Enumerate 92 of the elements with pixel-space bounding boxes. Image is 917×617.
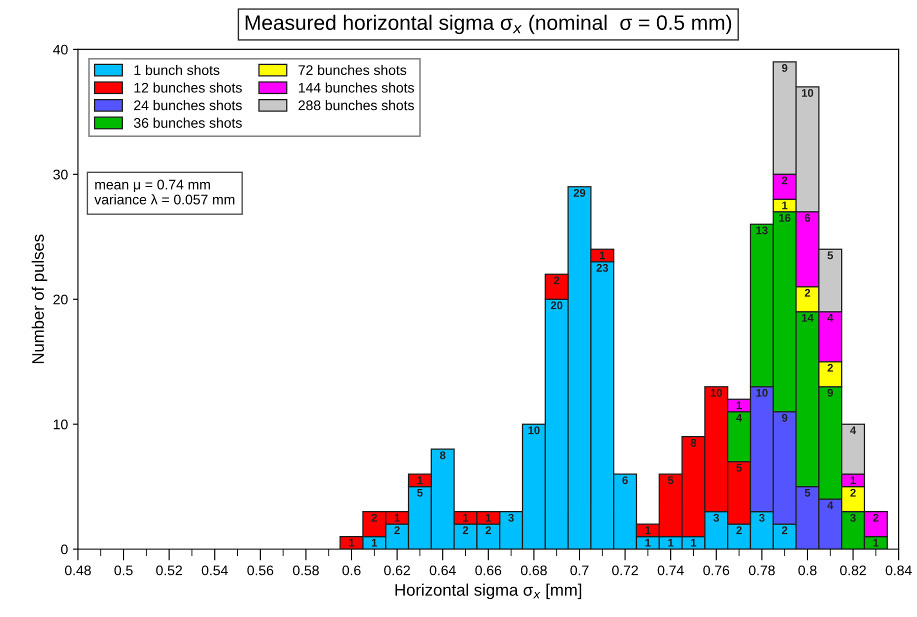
data-label: 4: [827, 314, 834, 322]
y-tick-label: 10: [54, 420, 68, 430]
data-label: 1: [600, 252, 606, 260]
data-label: 1: [645, 526, 651, 534]
data-label: 29: [574, 188, 586, 197]
x-tick-label: 0.68: [520, 565, 547, 576]
data-label: 1: [349, 538, 354, 547]
data-label: 1: [873, 538, 879, 547]
x-tick-label: 0.54: [202, 565, 228, 576]
data-label: 2: [736, 526, 742, 534]
data-label: 4: [736, 414, 742, 422]
data-label: 4: [850, 426, 856, 434]
data-label: 13: [756, 226, 768, 234]
data-label: 1: [645, 538, 651, 547]
data-label: 1: [486, 514, 492, 522]
legend-label: 144 bunches shots: [298, 82, 414, 93]
x-tick-label: 0.8: [798, 565, 817, 576]
data-label: 1: [782, 202, 788, 210]
legend-label: 36 bunches shots: [134, 118, 242, 128]
data-label: 2: [372, 514, 377, 522]
data-label: 2: [873, 514, 879, 522]
data-label: 6: [804, 214, 810, 222]
x-tick-label: 0.72: [612, 565, 638, 576]
data-label: 2: [850, 488, 856, 497]
data-label: 1: [372, 538, 378, 547]
legend-label: 288 bunches shots: [298, 100, 414, 110]
x-tick-label: 0.64: [430, 565, 456, 576]
y-axis-title: Number of pulses: [32, 234, 48, 364]
data-label: 1: [736, 401, 742, 410]
data-label: 10: [710, 388, 722, 397]
data-label: 1: [850, 476, 856, 484]
y-tick-label: 40: [53, 44, 68, 55]
data-label: 1: [668, 538, 674, 547]
x-tick-label: 0.58: [292, 565, 319, 576]
y-tick-label: 30: [53, 170, 68, 180]
data-label: 9: [782, 414, 788, 422]
data-label: 1: [418, 476, 423, 484]
x-tick-label: 0.5: [114, 565, 133, 576]
x-tick-label: 0.52: [156, 565, 182, 576]
legend-label: 72 bunches shots: [298, 64, 406, 76]
x-tick-label: 0.82: [840, 565, 866, 576]
data-label: 2: [828, 364, 833, 372]
x-tick-label: 0.76: [703, 565, 730, 576]
data-label: 2: [394, 526, 400, 534]
data-label: 5: [417, 488, 423, 497]
data-label: 3: [713, 514, 719, 522]
annotation: mean μ = 0.74 mm variance λ = 0.057 mm: [94, 180, 234, 204]
x-tick-label: 0.78: [748, 565, 775, 576]
data-label: 9: [828, 388, 833, 397]
data-label: 1: [394, 514, 400, 522]
data-label: 5: [828, 252, 834, 260]
data-label: 5: [804, 488, 810, 497]
data-label: 8: [690, 438, 696, 447]
x-tick-label: 0.7: [570, 565, 588, 576]
x-tick-label: 0.66: [475, 565, 502, 576]
chart-title: Measured horizontal sigma σ$_{x}$ (nominal σ = 0.5 mm): [246, 14, 732, 34]
data-label: 3: [759, 514, 765, 522]
legend-label: 12 bunches shots: [134, 82, 242, 93]
data-label: 1: [463, 514, 468, 522]
data-label: 9: [782, 64, 788, 72]
data-label: 1: [691, 538, 696, 547]
x-tick-label: 0.6: [342, 565, 361, 576]
x-tick-label: 0.48: [64, 565, 91, 576]
data-label: 2: [486, 526, 491, 534]
data-label: 3: [850, 514, 856, 522]
legend-label: 1 bunch shots: [134, 64, 220, 76]
data-label: 4: [827, 501, 834, 510]
data-label: 2: [782, 176, 788, 184]
data-label: 23: [596, 264, 608, 272]
x-tick-label: 0.56: [247, 565, 274, 576]
data-label: 5: [668, 476, 674, 484]
x-tick-label: 0.84: [886, 565, 912, 576]
data-label: 6: [622, 476, 628, 484]
data-label: 16: [779, 214, 790, 222]
data-label: 10: [802, 89, 814, 97]
data-label: 10: [528, 426, 540, 434]
data-label: 10: [756, 388, 768, 397]
data-label: 2: [804, 288, 810, 297]
data-label: 3: [508, 514, 514, 522]
data-label: 2: [554, 276, 560, 284]
data-label: 20: [550, 301, 562, 310]
data-label: 5: [736, 464, 742, 472]
data-label: 8: [440, 451, 446, 460]
data-label: 2: [462, 526, 468, 534]
y-tick-label: 0: [61, 544, 68, 554]
data-label: 14: [802, 314, 814, 322]
x-tick-label: 0.62: [384, 565, 410, 576]
legend-label: 24 bunches shots: [134, 100, 242, 110]
x-tick-label: 0.74: [658, 565, 684, 576]
x-axis-title: Horizontal sigma σ$_{x}$ [mm]: [396, 584, 582, 600]
data-label: 2: [782, 526, 788, 534]
y-tick-label: 20: [53, 294, 68, 304]
